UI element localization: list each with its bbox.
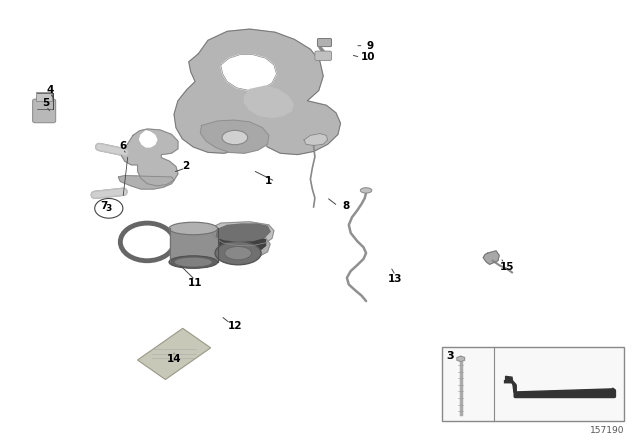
Polygon shape <box>244 86 293 117</box>
Polygon shape <box>483 251 499 264</box>
Polygon shape <box>208 233 270 258</box>
Text: 9: 9 <box>366 41 374 51</box>
Circle shape <box>95 198 123 218</box>
FancyBboxPatch shape <box>442 347 624 421</box>
Text: 2: 2 <box>182 161 189 171</box>
Text: 4: 4 <box>46 85 54 95</box>
Ellipse shape <box>222 130 248 145</box>
Ellipse shape <box>169 222 218 235</box>
FancyBboxPatch shape <box>36 92 52 101</box>
Ellipse shape <box>215 241 261 265</box>
Text: 6: 6 <box>119 141 127 151</box>
Polygon shape <box>210 236 266 254</box>
Text: 13: 13 <box>388 274 403 284</box>
Polygon shape <box>200 120 269 153</box>
FancyBboxPatch shape <box>315 51 332 60</box>
Polygon shape <box>118 176 174 189</box>
Polygon shape <box>140 131 157 147</box>
Text: 11: 11 <box>188 278 202 288</box>
Polygon shape <box>457 356 465 362</box>
Polygon shape <box>211 222 274 246</box>
Ellipse shape <box>225 246 252 260</box>
FancyBboxPatch shape <box>33 99 56 123</box>
Ellipse shape <box>360 188 372 193</box>
Text: 3: 3 <box>446 351 454 361</box>
Text: 15: 15 <box>500 262 514 271</box>
Polygon shape <box>304 134 328 146</box>
Ellipse shape <box>169 256 218 268</box>
Text: 3: 3 <box>106 204 112 213</box>
FancyBboxPatch shape <box>138 328 211 379</box>
Polygon shape <box>122 129 178 186</box>
Polygon shape <box>216 224 270 241</box>
Ellipse shape <box>175 258 212 267</box>
Text: 14: 14 <box>167 354 181 364</box>
FancyBboxPatch shape <box>317 39 332 47</box>
Text: 10: 10 <box>361 52 375 62</box>
Text: 1: 1 <box>265 177 273 186</box>
Polygon shape <box>506 376 614 396</box>
Polygon shape <box>170 228 218 262</box>
Text: 7: 7 <box>100 201 108 211</box>
Polygon shape <box>221 55 276 90</box>
Text: 157190: 157190 <box>589 426 624 435</box>
Text: 5: 5 <box>42 98 50 108</box>
Text: 8: 8 <box>342 201 349 211</box>
Text: 12: 12 <box>228 321 243 331</box>
Polygon shape <box>174 29 340 155</box>
